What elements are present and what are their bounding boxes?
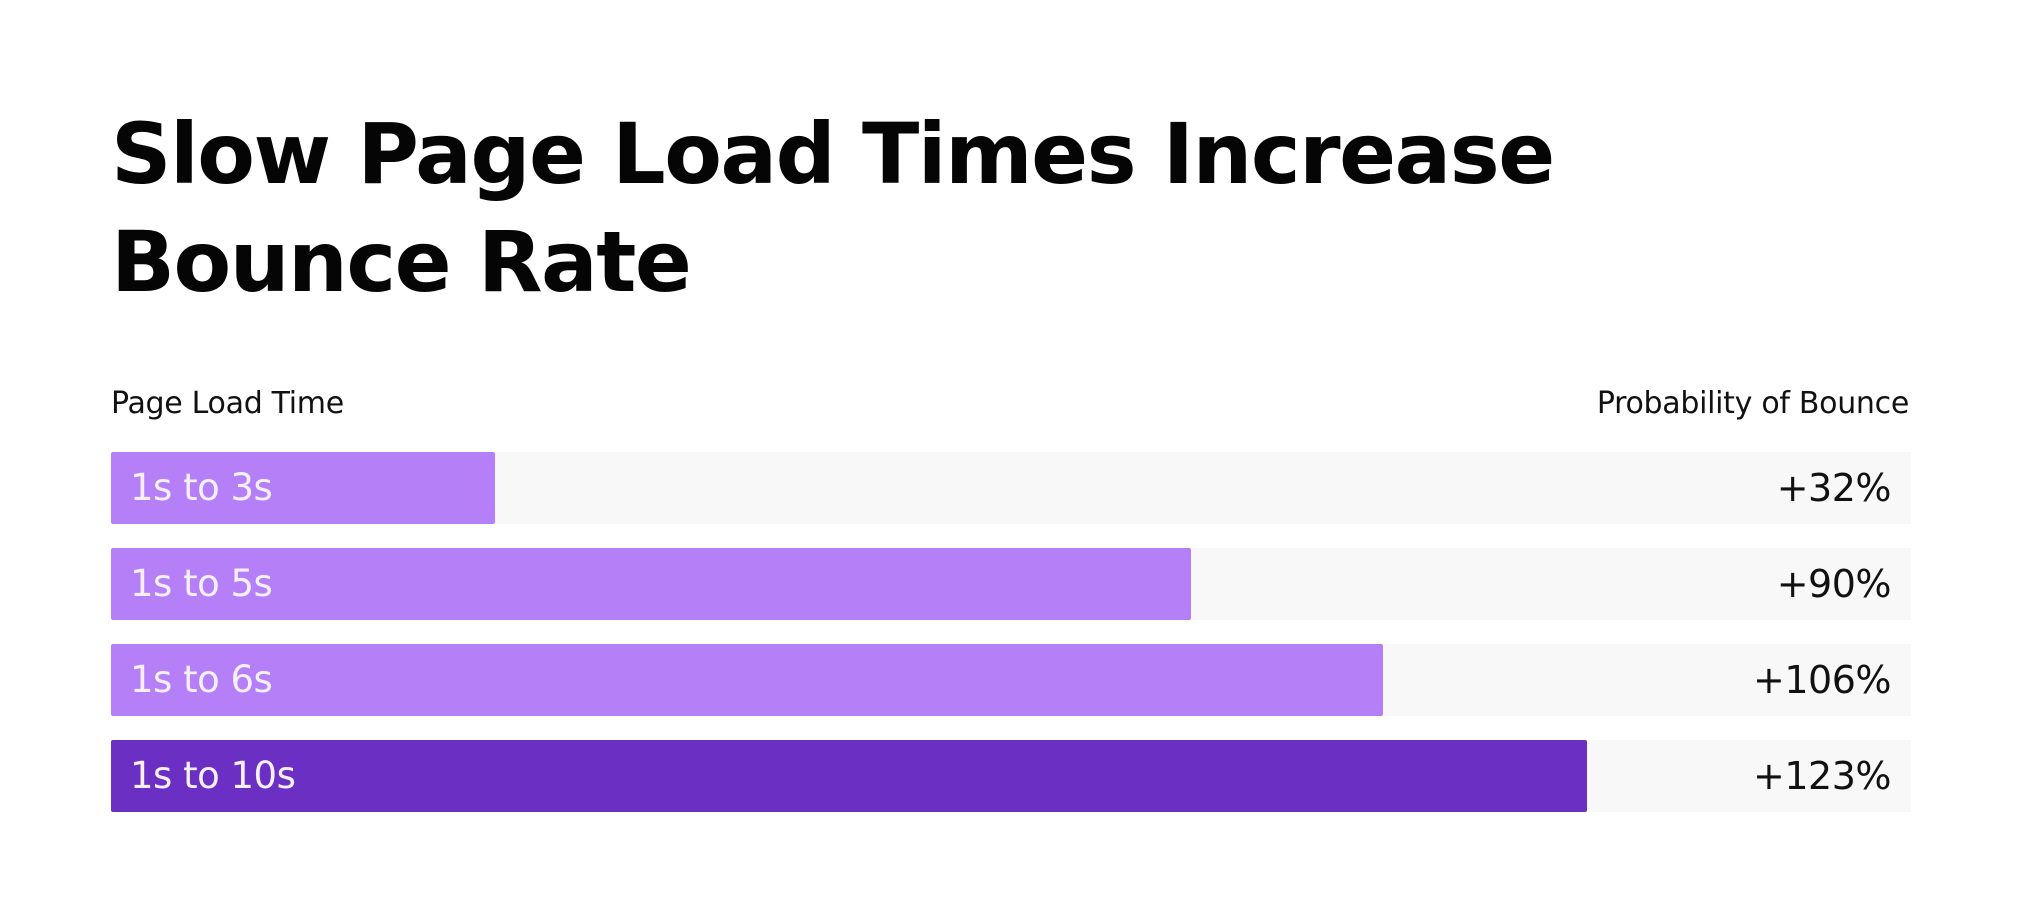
category-label: 1s to 10s bbox=[130, 754, 296, 797]
value-label: +106% bbox=[1753, 658, 1891, 702]
bar bbox=[111, 644, 1383, 716]
bar-rows: 1s to 3s +32% 1s to 5s +90% 1s to 6s +106% 1s … bbox=[111, 452, 1911, 836]
bar bbox=[111, 740, 1587, 812]
bar-row: 1s to 3s +32% bbox=[111, 452, 1911, 524]
bar-row: 1s to 5s +90% bbox=[111, 548, 1911, 620]
category-axis-label: Page Load Time bbox=[111, 386, 344, 421]
value-label: +32% bbox=[1776, 466, 1892, 510]
chart-title: Slow Page Load Times Increase Bounce Rat… bbox=[111, 105, 1555, 311]
category-label: 1s to 6s bbox=[130, 658, 273, 701]
value-label: +123% bbox=[1753, 754, 1891, 798]
value-axis-label: Probability of Bounce bbox=[1596, 386, 1909, 421]
bar bbox=[111, 452, 495, 524]
bar bbox=[111, 548, 1191, 620]
bar-row: 1s to 10s +123% bbox=[111, 740, 1911, 812]
bar-row: 1s to 6s +106% bbox=[111, 644, 1911, 716]
value-label: +90% bbox=[1776, 562, 1892, 606]
category-label: 1s to 5s bbox=[130, 562, 273, 605]
category-label: 1s to 3s bbox=[130, 466, 273, 509]
